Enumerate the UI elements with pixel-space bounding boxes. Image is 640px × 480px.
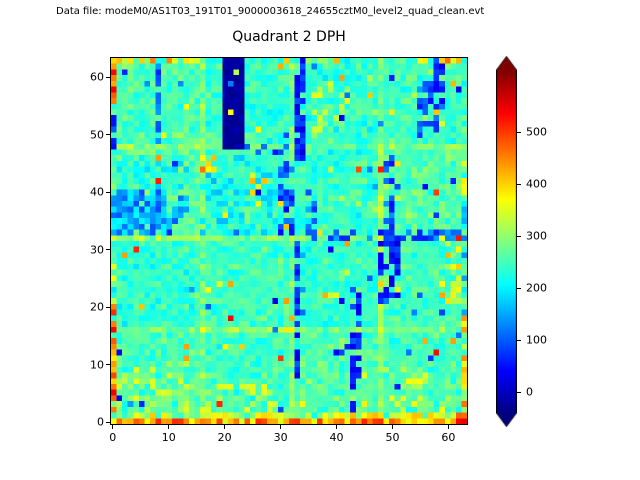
y-tick-label: 30 <box>90 243 104 257</box>
data-file-label: Data file: modeM0/AS1T03_191T01_90000036… <box>56 6 485 17</box>
x-tick-mark <box>224 425 226 429</box>
plot-title: Quadrant 2 DPH <box>232 29 346 45</box>
y-tick-label: 60 <box>90 70 104 84</box>
y-tick-mark <box>106 364 110 366</box>
y-tick-label: 0 <box>97 415 104 429</box>
colorbar-tick-mark <box>516 235 521 237</box>
x-tick-label: 0 <box>109 431 117 444</box>
x-tick-mark <box>168 425 170 429</box>
colorbar-tick-mark <box>516 287 521 289</box>
colorbar-tick-label: 400 <box>526 177 547 191</box>
x-tick-label: 40 <box>329 431 344 444</box>
x-tick-mark <box>336 425 338 429</box>
y-tick-mark <box>106 76 110 78</box>
y-tick-mark <box>106 249 110 251</box>
colorbar-tick-mark <box>516 131 521 133</box>
y-tick-label: 10 <box>90 358 104 372</box>
colorbar-canvas <box>496 56 517 427</box>
plot-frame <box>110 57 468 425</box>
x-tick-mark <box>112 425 114 429</box>
y-tick-label: 40 <box>90 185 104 199</box>
colorbar-tick-label: 100 <box>526 333 547 347</box>
colorbar-tick-label: 0 <box>526 385 533 399</box>
y-tick-mark <box>106 191 110 193</box>
colorbar-tick-label: 300 <box>526 229 547 243</box>
y-tick-label: 50 <box>90 128 104 142</box>
y-tick-mark <box>106 134 110 136</box>
colorbar-tick-mark <box>516 391 521 393</box>
colorbar-tick-mark <box>516 183 521 185</box>
x-tick-mark <box>391 425 393 429</box>
x-tick-mark <box>447 425 449 429</box>
x-tick-mark <box>280 425 282 429</box>
x-tick-label: 50 <box>385 431 400 444</box>
x-tick-label: 60 <box>441 431 456 444</box>
x-tick-label: 20 <box>217 431 232 444</box>
y-tick-label: 20 <box>90 300 104 314</box>
colorbar-tick-mark <box>516 339 521 341</box>
x-tick-label: 10 <box>161 431 176 444</box>
colorbar-tick-label: 500 <box>526 125 547 139</box>
y-tick-mark <box>106 306 110 308</box>
colorbar-tick-label: 200 <box>526 281 547 295</box>
heatmap-canvas <box>111 58 467 424</box>
x-tick-label: 30 <box>273 431 288 444</box>
y-tick-mark <box>106 421 110 423</box>
